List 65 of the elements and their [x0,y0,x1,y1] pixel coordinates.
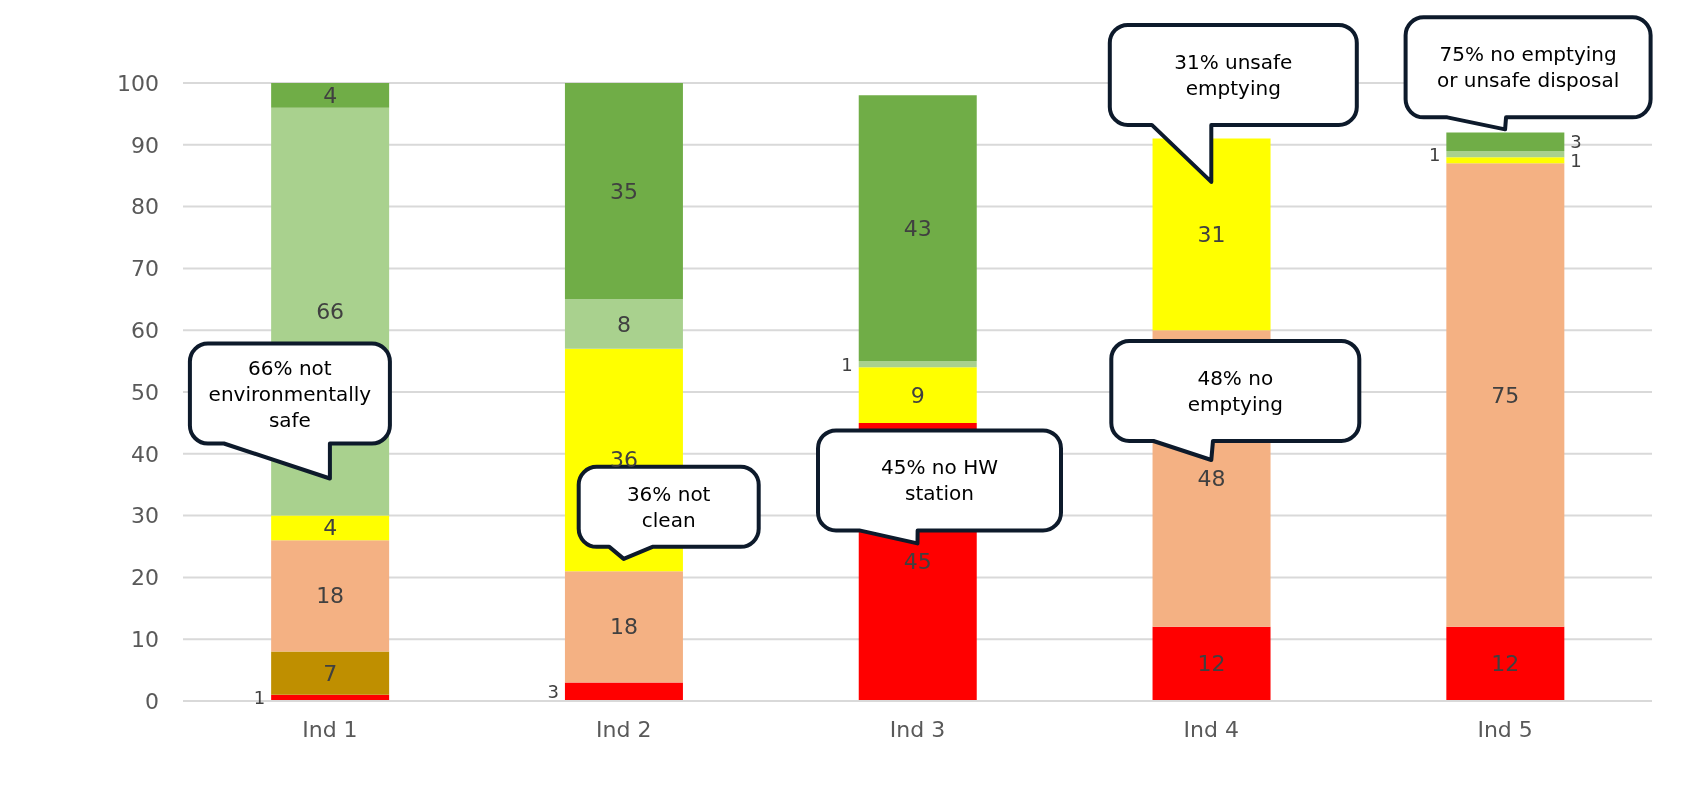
x-tick-label: Ind 1 [302,716,358,742]
y-tick-label: 40 [131,441,159,467]
data-label: 75 [1491,382,1520,408]
bar [1446,150,1565,158]
annotation: 36% not clean [625,480,712,533]
data-label: 1 [841,353,853,375]
bar [271,540,390,652]
y-tick-label: 60 [131,318,159,344]
data-label: 9 [910,382,925,408]
bar [271,651,390,695]
bar [564,83,683,300]
data-label: 18 [609,614,638,640]
data-label: 4 [323,515,338,541]
y-tick-label: 90 [131,132,159,158]
bar [858,95,977,362]
data-label: 3 [547,681,559,703]
annotation: 66% not environmentally safe [207,354,373,433]
x-tick-label: Ind 5 [1477,716,1533,742]
bar [1446,626,1565,701]
bar [1152,138,1271,331]
annotation: 75% no emptying or unsafe disposal [1435,41,1621,94]
y-tick-label: 100 [117,70,159,96]
y-tick-label: 70 [131,256,159,282]
data-label: 45 [903,549,932,575]
bar [564,682,683,701]
data-label: 4 [323,82,338,108]
data-label: 18 [316,583,345,609]
y-tick-label: 0 [145,688,159,714]
bar [271,83,390,108]
speech-bubble: 31% unsafe emptying [1107,22,1359,184]
speech-bubble: 75% no emptying or unsafe disposal [1403,15,1653,132]
x-tick-label: Ind 3 [889,716,946,742]
bar [858,367,977,423]
data-label: 66 [316,299,345,325]
data-label: 1 [253,687,266,709]
annotation: 31% unsafe emptying [1173,48,1294,101]
annotation: 45% no HW station [880,454,999,507]
data-label: 35 [609,178,638,204]
data-label: 8 [616,311,631,337]
y-tick-label: 10 [131,627,159,653]
speech-bubble: 66% not environmentally safe [187,341,392,481]
bar [1152,626,1271,701]
annotation: 48% no emptying [1186,364,1284,417]
speech-bubble: 48% no emptying [1109,339,1362,462]
bar [1446,163,1565,627]
data-label: 48 [1197,466,1226,492]
bar [1446,157,1565,164]
data-label: 43 [903,215,932,241]
data-label: 12 [1197,651,1226,677]
bar [564,571,683,683]
y-tick-label: 20 [131,565,159,591]
bar [564,299,683,349]
bar [858,361,977,368]
data-label: 7 [323,660,338,686]
data-label: 12 [1491,651,1520,677]
y-tick-label: 30 [131,503,159,529]
y-tick-label: 80 [131,194,159,220]
data-label: 31 [1197,221,1226,247]
x-tick-label: Ind 2 [596,716,652,742]
x-tick-label: Ind 4 [1183,716,1239,742]
speech-bubble: 45% no HW station [816,428,1063,546]
bar [271,515,390,541]
data-label: 1 [1428,143,1441,165]
y-tick-label: 50 [131,379,159,405]
bar [1446,132,1565,151]
